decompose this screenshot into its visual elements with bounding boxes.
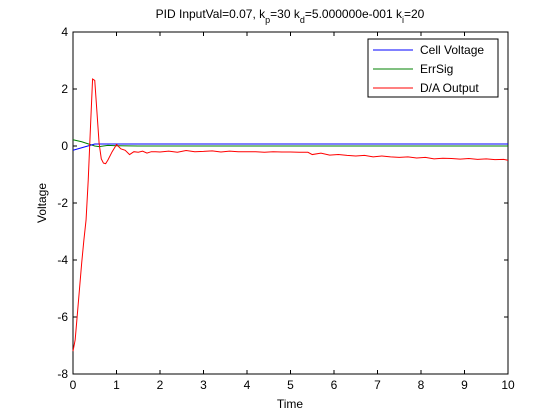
y-tick-label: 4 <box>61 25 68 39</box>
y-axis: -8 -6 -4 -2 0 2 4 <box>57 25 508 381</box>
y-tick-label: -6 <box>57 310 68 324</box>
x-tick-label: 1 <box>113 378 120 392</box>
x-tick-label: 9 <box>461 378 468 392</box>
x-tick-label: 10 <box>501 378 515 392</box>
x-tick-label: 8 <box>418 378 425 392</box>
x-tick-label: 6 <box>331 378 338 392</box>
y-axis-label: Voltage <box>35 183 49 223</box>
series-line-errsig <box>72 139 508 148</box>
x-tick-label: 3 <box>200 378 207 392</box>
x-tick-label: 7 <box>374 378 381 392</box>
legend-label: ErrSig <box>420 62 453 76</box>
legend-box <box>367 38 499 98</box>
y-tick-label: -4 <box>57 253 68 267</box>
x-axis-label: Time <box>277 397 304 411</box>
x-tick-label: 2 <box>157 378 164 392</box>
y-tick-label: -2 <box>57 196 68 210</box>
x-axis: 0 1 2 3 4 5 6 7 8 9 10 <box>70 32 515 392</box>
y-tick-label: 0 <box>61 139 68 153</box>
legend: Cell Voltage ErrSig D/A Output <box>367 38 499 98</box>
x-tick-label: 4 <box>244 378 251 392</box>
legend-label: D/A Output <box>420 81 479 95</box>
legend-label: Cell Voltage <box>420 43 484 57</box>
x-tick-label: 5 <box>287 378 294 392</box>
series-lines <box>72 78 509 352</box>
series-line-d-a-output <box>72 78 509 352</box>
y-tick-label: 2 <box>61 82 68 96</box>
chart-title: PID InputVal=0.07, kp=30 kd=5.000000e-00… <box>156 7 425 25</box>
x-tick-label: 0 <box>70 378 77 392</box>
y-tick-label: -8 <box>57 367 68 381</box>
